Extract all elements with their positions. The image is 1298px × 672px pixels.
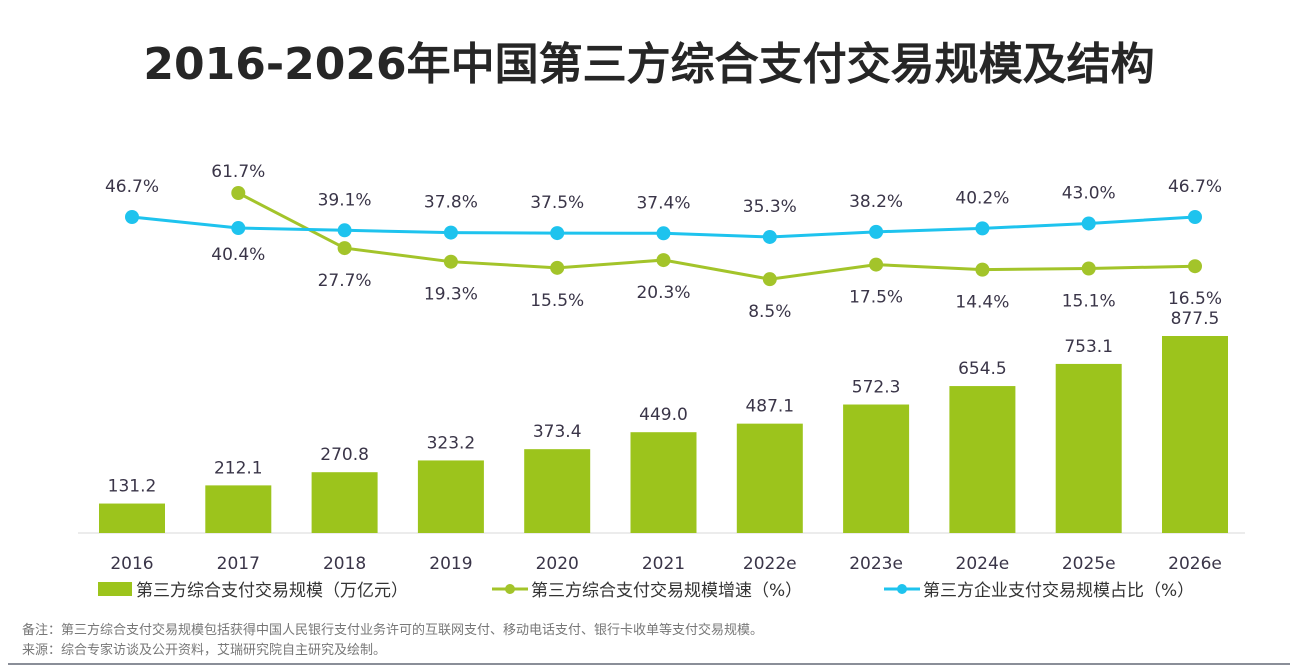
legend-swatch-bar (98, 581, 132, 596)
share-data-label: 40.2% (955, 188, 1009, 208)
share-point (869, 224, 884, 239)
legend-label-share: 第三方企业支付交易规模占比（%） (923, 581, 1195, 601)
share-data-label: 43.0% (1062, 183, 1116, 203)
x-tick-label: 2023e (849, 554, 903, 574)
share-point (231, 221, 246, 236)
growth-point (550, 260, 565, 275)
x-tick-label: 2018 (323, 554, 366, 574)
share-data-label: 40.4% (211, 245, 265, 265)
growth-data-label: 17.5% (849, 288, 903, 308)
legend-item-bar: 第三方综合支付交易规模（万亿元） (98, 576, 408, 601)
bar-data-label: 654.5 (958, 359, 1007, 379)
bar (949, 386, 1016, 533)
growth-point (1081, 261, 1096, 276)
share-data-label: 37.5% (530, 193, 584, 213)
share-data-label: 46.7% (105, 177, 159, 197)
legend-item-share: 第三方企业支付交易规模占比（%） (884, 576, 1194, 601)
share-point (550, 226, 565, 241)
growth-point (1188, 259, 1202, 274)
growth-data-label: 27.7% (318, 271, 372, 291)
bar (524, 449, 591, 533)
legend-item-growth: 第三方综合支付交易规模增速（%） (492, 576, 802, 601)
bar-data-label: 449.0 (639, 405, 688, 425)
growth-point (337, 241, 352, 256)
bar-data-label: 572.3 (852, 378, 901, 398)
bar-data-label: 323.2 (427, 433, 476, 453)
bar-data-label: 877.5 (1171, 309, 1220, 329)
bar (1055, 363, 1122, 533)
x-tick-label: 2024e (956, 554, 1010, 574)
bar (736, 423, 803, 533)
share-point (443, 225, 458, 240)
bar (205, 485, 272, 533)
x-tick-label: 2026e (1168, 554, 1222, 574)
share-point (762, 229, 777, 244)
growth-point (869, 257, 884, 272)
share-point (975, 221, 990, 236)
chart-title: 2016-2026年中国第三方综合支付交易规模及结构 (143, 39, 1155, 90)
bar (417, 460, 484, 533)
x-tick-label: 2022e (743, 554, 797, 574)
legend-swatch-share (884, 583, 920, 594)
share-point (337, 223, 352, 238)
share-data-label: 37.8% (424, 193, 478, 213)
legend-label-growth: 第三方综合支付交易规模增速（%） (531, 581, 803, 601)
legend-swatch-growth (492, 583, 528, 594)
bar-data-label: 753.1 (1064, 337, 1113, 357)
growth-point (231, 186, 246, 200)
x-tick-label: 2025e (1062, 554, 1116, 574)
legend-label-bar: 第三方综合支付交易规模（万亿元） (136, 581, 408, 601)
growth-data-label: 8.5% (748, 302, 791, 322)
growth-data-label: 61.7% (211, 162, 265, 182)
bar-data-label: 373.4 (533, 422, 582, 442)
bar-data-label: 270.8 (320, 445, 369, 465)
growth-data-label: 15.5% (530, 291, 584, 311)
bar (1162, 336, 1228, 533)
note-remark: 备注：第三方综合支付交易规模包括获得中国人民银行支付业务许可的互联网支付、移动电… (22, 623, 764, 638)
growth-data-label: 19.3% (424, 285, 478, 305)
growth-point (656, 253, 671, 268)
x-tick-label: 2020 (536, 554, 579, 574)
bar (99, 503, 165, 533)
x-tick-label: 2016 (110, 554, 153, 574)
x-tick-label: 2021 (642, 554, 685, 574)
bar-data-label: 212.1 (214, 458, 263, 478)
growth-point (443, 254, 458, 269)
share-data-label: 46.7% (1168, 177, 1222, 197)
growth-line (237, 191, 1196, 281)
growth-point (975, 262, 990, 277)
share-data-label: 35.3% (743, 197, 797, 217)
bar-data-label: 487.1 (745, 397, 794, 417)
divider (8, 663, 1290, 665)
growth-data-label: 20.3% (636, 283, 690, 303)
share-point (1081, 216, 1096, 231)
x-tick-label: 2017 (217, 554, 260, 574)
share-data-label: 37.4% (636, 193, 690, 213)
growth-data-label: 15.1% (1062, 291, 1116, 311)
share-data-label: 39.1% (318, 190, 372, 210)
share-point (1188, 210, 1202, 224)
growth-data-label: 14.4% (955, 293, 1009, 313)
x-tick-label: 2019 (429, 554, 472, 574)
share-data-label: 38.2% (849, 192, 903, 212)
bar (843, 404, 910, 533)
growth-point (762, 272, 777, 287)
bar (630, 432, 697, 533)
bar-data-label: 131.2 (108, 477, 157, 497)
growth-data-label: 16.5% (1168, 289, 1222, 309)
share-point (125, 210, 139, 224)
share-point (656, 226, 671, 241)
note-source: 来源：综合专家访谈及公开资料，艾瑞研究院自主研究及绘制。 (22, 643, 387, 658)
bar (311, 472, 378, 533)
